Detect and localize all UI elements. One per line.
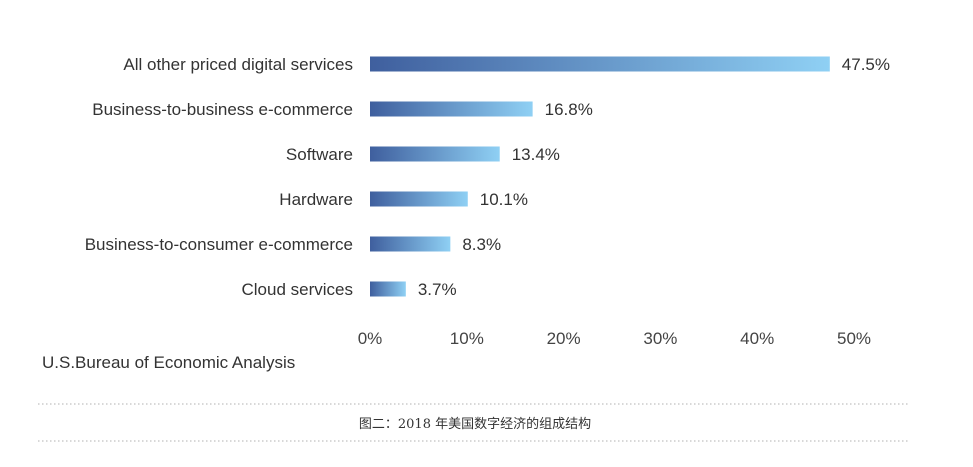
category-label-software: Software: [286, 145, 353, 164]
figure-caption: 图二：2018 年美国数字经济的组成结构: [359, 416, 591, 432]
bar-business-to-consumer-e-commerce: [370, 236, 451, 252]
value-label-software: 13.4%: [512, 145, 560, 164]
x-tick-label: 50%: [837, 329, 871, 348]
bar-hardware: [370, 191, 468, 207]
x-tick-label: 40%: [740, 329, 774, 348]
bar-all-other-priced-digital-services: [370, 56, 830, 72]
x-axis-ticks: 0% 10% 20% 30% 40% 50%: [358, 329, 871, 348]
x-tick-label: 30%: [643, 329, 677, 348]
bar-software: [370, 146, 500, 162]
value-label-business-to-consumer-e-commerce: 8.3%: [462, 235, 501, 254]
category-label-all-other-priced-digital-services: All other priced digital services: [123, 55, 353, 74]
value-label-business-to-business-e-commerce: 16.8%: [545, 100, 593, 119]
x-tick-label: 20%: [547, 329, 581, 348]
x-tick-label: 10%: [450, 329, 484, 348]
x-tick-label: 0%: [358, 329, 383, 348]
bar-business-to-business-e-commerce: [370, 101, 533, 117]
category-label-cloud-services: Cloud services: [242, 280, 354, 299]
bar-cloud-services: [370, 281, 406, 297]
value-label-cloud-services: 3.7%: [418, 280, 457, 299]
value-label-hardware: 10.1%: [480, 190, 528, 209]
category-label-hardware: Hardware: [279, 190, 353, 209]
bars-layer: All other priced digital services 47.5% Bu…: [85, 55, 890, 299]
category-label-business-to-business-e-commerce: Business-to-business e-commerce: [92, 100, 353, 119]
value-label-all-other-priced-digital-services: 47.5%: [842, 55, 890, 74]
category-label-business-to-consumer-e-commerce: Business-to-consumer e-commerce: [85, 235, 353, 254]
source-note: U.S.Bureau of Economic Analysis: [42, 353, 295, 372]
